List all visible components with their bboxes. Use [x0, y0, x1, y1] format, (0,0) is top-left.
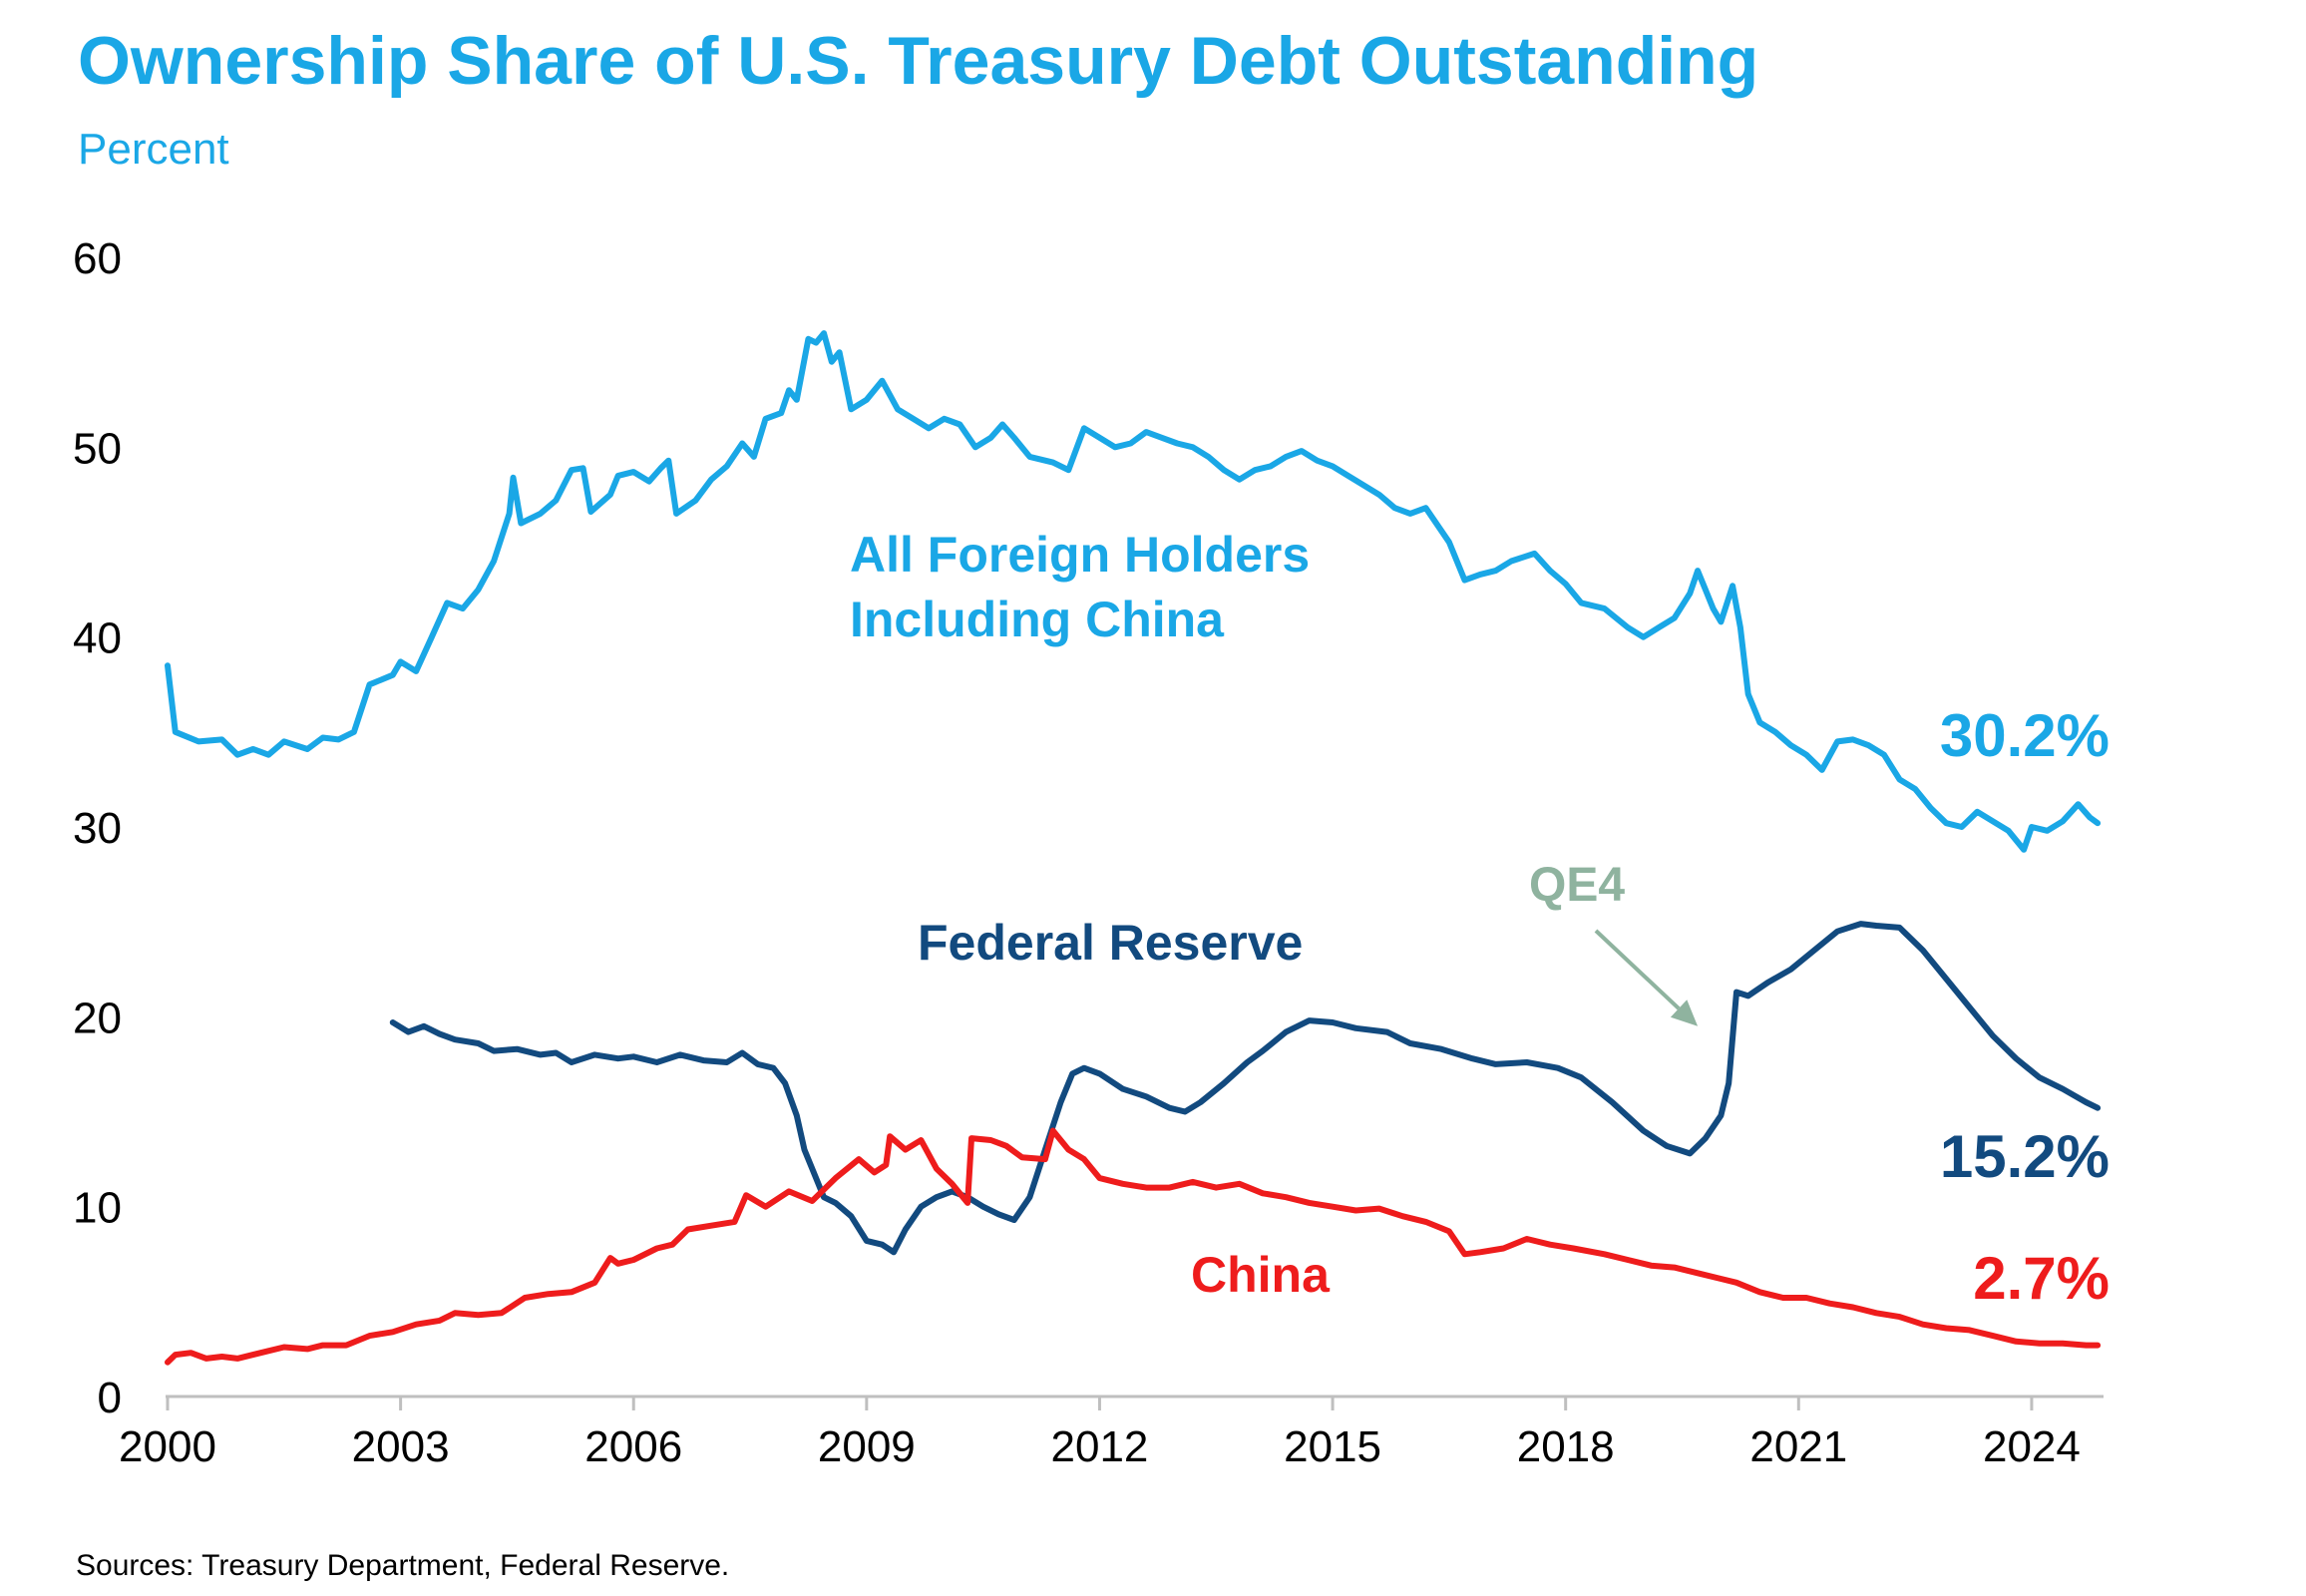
qe4-arrow-head	[1670, 999, 1699, 1026]
foreign-end-value-label: 30.2%	[1940, 702, 2110, 769]
qe4-label: QE4	[1529, 859, 1625, 912]
y-tick-labels: 0 10 20 30 40 50 60	[73, 234, 122, 1422]
y-tick-label-10: 10	[73, 1184, 122, 1233]
china-series-label: China	[1191, 1247, 1331, 1303]
fed-series-label: Federal Reserve	[918, 915, 1303, 971]
china-series-line	[165, 1127, 2102, 1366]
x-tick-label-2015: 2015	[1284, 1422, 1381, 1471]
y-tick-label-60: 60	[73, 234, 122, 283]
foreign-series-line	[165, 330, 2102, 853]
foreign-series-label-line2: Including China	[850, 592, 1225, 647]
series-lines	[165, 330, 2102, 1366]
y-tick-label-30: 30	[73, 804, 122, 853]
qe4-annotation: QE4	[1529, 859, 1699, 1026]
x-tick-label-2021: 2021	[1749, 1422, 1847, 1471]
x-tick-label-2018: 2018	[1517, 1422, 1615, 1471]
y-tick-label-0: 0	[98, 1374, 122, 1422]
china-end-value-label: 2.7%	[1973, 1245, 2110, 1312]
y-tick-label-50: 50	[73, 424, 122, 473]
fed-series-line	[389, 921, 2102, 1256]
chart-title: Ownership Share of U.S. Treasury Debt Ou…	[78, 23, 1759, 99]
x-tick-label-2003: 2003	[352, 1422, 450, 1471]
chart-subtitle: Percent	[78, 125, 229, 174]
fed-end-value-label: 15.2%	[1940, 1123, 2110, 1190]
source-note: Sources: Treasury Department, Federal Re…	[76, 1549, 730, 1582]
qe4-arrow-shaft	[1594, 929, 1681, 1010]
x-tick-label-2000: 2000	[119, 1422, 216, 1471]
x-tick-label-2009: 2009	[818, 1422, 916, 1471]
foreign-series-label-line1: All Foreign Holders	[850, 527, 1310, 583]
y-tick-label-40: 40	[73, 614, 122, 663]
x-tick-label-2006: 2006	[584, 1422, 682, 1471]
x-ticks: 2000 2003 2006 2009 2012 2015 2018 2021 2024	[119, 1396, 2081, 1471]
x-tick-label-2024: 2024	[1983, 1422, 2081, 1471]
y-tick-label-20: 20	[73, 994, 122, 1042]
x-tick-label-2012: 2012	[1051, 1422, 1149, 1471]
